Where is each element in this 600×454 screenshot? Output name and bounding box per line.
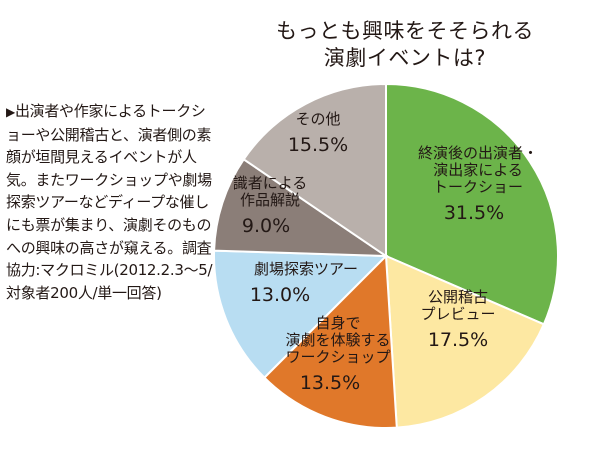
slice-label: 公開稽古プレビュー (420, 288, 495, 323)
slice-value-label: 13.0% (250, 284, 310, 306)
pie-slice (213, 157, 390, 258)
pie-labels: 終演後の出演者・演出家によるトークショー 31.5% 公開稽古プレビュー 17.5% 自… (233, 110, 538, 394)
slice-value-label: 9.0% (242, 215, 290, 237)
chart-title-line-2: 演劇イベントは? (323, 46, 487, 70)
note-marker-icon: ▶ (6, 105, 15, 119)
chart-title: もっとも興味をそそられる 演劇イベントは? (255, 18, 555, 72)
slice-value-label: 13.5% (300, 372, 360, 394)
pie-slice (385, 82, 559, 326)
survey-note: ▶出演者や作家によるトークショーや公開稽古と、演者側の素顔が垣間見えるイベントが… (6, 100, 214, 304)
pie-slice (213, 249, 389, 380)
pie-slice (384, 254, 546, 429)
slice-label: その他 (295, 110, 340, 128)
slice-label: 識者による作品解説 (233, 174, 308, 209)
pie-slice (262, 253, 398, 429)
pie-slice (242, 82, 387, 258)
slice-value-label: 15.5% (288, 134, 348, 156)
slice-label: 終演後の出演者・演出家によるトークショー (418, 144, 538, 196)
slice-value-label: 17.5% (428, 329, 488, 351)
pie-slices (213, 82, 559, 429)
chart-title-line-1: もっとも興味をそそられる (276, 19, 534, 43)
slice-value-label: 31.5% (444, 202, 504, 224)
slice-label: 劇場探索ツアー (254, 260, 358, 278)
note-text: 出演者や作家によるトークショーや公開稽古と、演者側の素顔が垣間見えるイベントが人… (6, 102, 213, 302)
slice-label: 自身で演劇を体験するワークショップ (285, 314, 390, 366)
